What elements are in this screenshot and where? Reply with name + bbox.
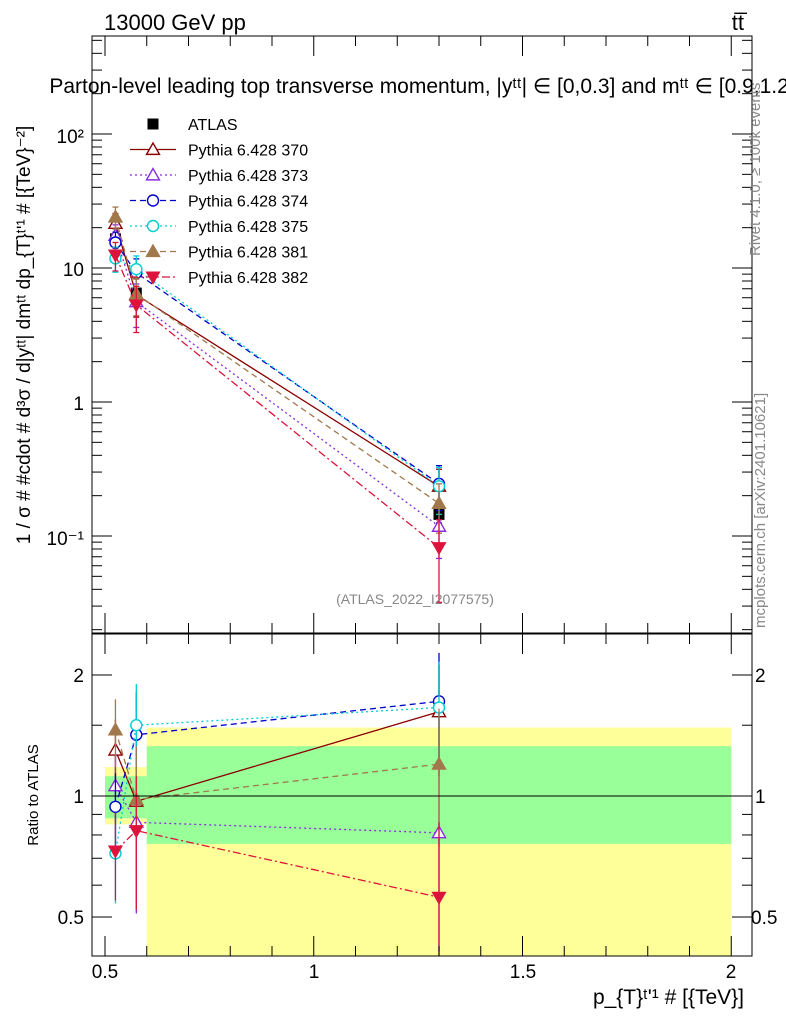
legend-entry: Pythia 6.428 374	[130, 194, 308, 211]
uncertainty-bands	[105, 727, 732, 956]
main-frame	[91, 35, 753, 634]
header-right: tt̅	[732, 10, 748, 35]
ratio-line	[114, 706, 440, 854]
y-axis-label: 1 / σ # #cdot # d³σ / d|yᵗᵗ| dmᵗᵗ dp_{T}…	[14, 126, 35, 545]
ratio-tick-label-0.5-right: 0.5	[751, 908, 777, 929]
plot-title: Parton-level leading top transverse mome…	[49, 75, 786, 98]
legend-marker	[145, 141, 161, 156]
y-tick-label-0.1: 10⁻¹	[47, 529, 85, 550]
ratio-point	[431, 891, 447, 905]
ratio-point	[128, 825, 144, 839]
series-line	[114, 254, 440, 549]
series-pythia-6-428-382	[107, 241, 447, 603]
ratio-point	[107, 722, 124, 736]
data-point	[431, 495, 447, 510]
x-tick-label-1.5: 1.5	[510, 962, 536, 983]
legend-label: ATLAS	[188, 117, 238, 134]
ratio-panel	[107, 652, 447, 956]
legend-marker	[146, 194, 160, 207]
legend-label: Pythia 6.428 381	[188, 245, 308, 262]
ratio-frame	[91, 633, 753, 957]
main-panel	[107, 206, 447, 603]
ratio-point	[130, 719, 143, 732]
legend-marker	[145, 167, 161, 181]
ratio-tick-label-1-left: 1	[73, 787, 84, 808]
legend-marker	[145, 243, 161, 258]
legend-label: Pythia 6.428 370	[188, 143, 308, 160]
legend-entry: Pythia 6.428 382	[130, 270, 308, 287]
axis-ticks	[92, 36, 752, 956]
ratio-tick-label-1-right: 1	[755, 787, 766, 808]
ratio-line	[114, 829, 440, 898]
series-line	[114, 235, 440, 527]
y-tick-label-10: 10	[63, 260, 84, 281]
x-tick-label-1: 1	[309, 962, 320, 983]
data-point	[128, 299, 144, 313]
legend-marker	[147, 118, 159, 130]
legend-label: Pythia 6.428 375	[188, 219, 308, 236]
legend-label: Pythia 6.428 374	[188, 194, 308, 211]
watermark: (ATLAS_2022_I2077575)	[336, 591, 494, 607]
ratio-series-pythia-6-428-382	[107, 776, 447, 956]
data-point	[130, 262, 143, 276]
series-line	[114, 223, 440, 487]
header-left: 13000 GeV pp	[104, 10, 246, 35]
series-pythia-6-428-375	[109, 246, 446, 516]
series-line	[115, 257, 440, 487]
ratio-tick-label-2-left: 2	[73, 666, 84, 687]
data-point	[431, 542, 447, 556]
y-tick-label-100: 10²	[57, 127, 84, 148]
legend-entry: Pythia 6.428 373	[130, 167, 308, 185]
legend: ATLAS Pythia 6.428 370 Pythia 6.428 373 Pyt…	[130, 117, 308, 287]
ratio-tick-label-2-right: 2	[755, 666, 766, 687]
ratio-point	[107, 845, 123, 859]
series-line	[114, 216, 440, 504]
legend-entry: Pythia 6.428 381	[130, 243, 308, 262]
y-tick-label-1: 1	[73, 394, 84, 415]
legend-marker	[145, 271, 161, 285]
x-tick-label-0.5: 0.5	[92, 962, 118, 983]
ratio-y-label: Ratio to ATLAS	[25, 744, 42, 845]
legend-marker	[146, 219, 160, 233]
ratio-tick-label-0.5-left: 0.5	[58, 908, 84, 929]
legend-entry: Pythia 6.428 370	[130, 141, 308, 160]
mcplots-label: mcplots.cern.ch [arXiv:2401.10621]	[752, 393, 769, 628]
rivet-label: Rivet 4.1.0, ≥ 100k events	[747, 83, 764, 256]
legend-label: Pythia 6.428 373	[188, 168, 308, 185]
x-tick-label-2: 2	[726, 962, 737, 983]
data-point	[107, 249, 123, 263]
ratio-point	[431, 756, 447, 770]
legend-entry: Pythia 6.428 375	[130, 219, 308, 236]
series-pythia-6-428-381	[107, 206, 447, 534]
legend-label: Pythia 6.428 382	[188, 270, 308, 287]
x-axis-label: p_{T}ᵗʹ¹ # [{TeV}]	[593, 986, 744, 1009]
ratio-point	[109, 800, 122, 814]
legend-entry: ATLAS	[147, 117, 238, 134]
data-point	[107, 209, 124, 223]
